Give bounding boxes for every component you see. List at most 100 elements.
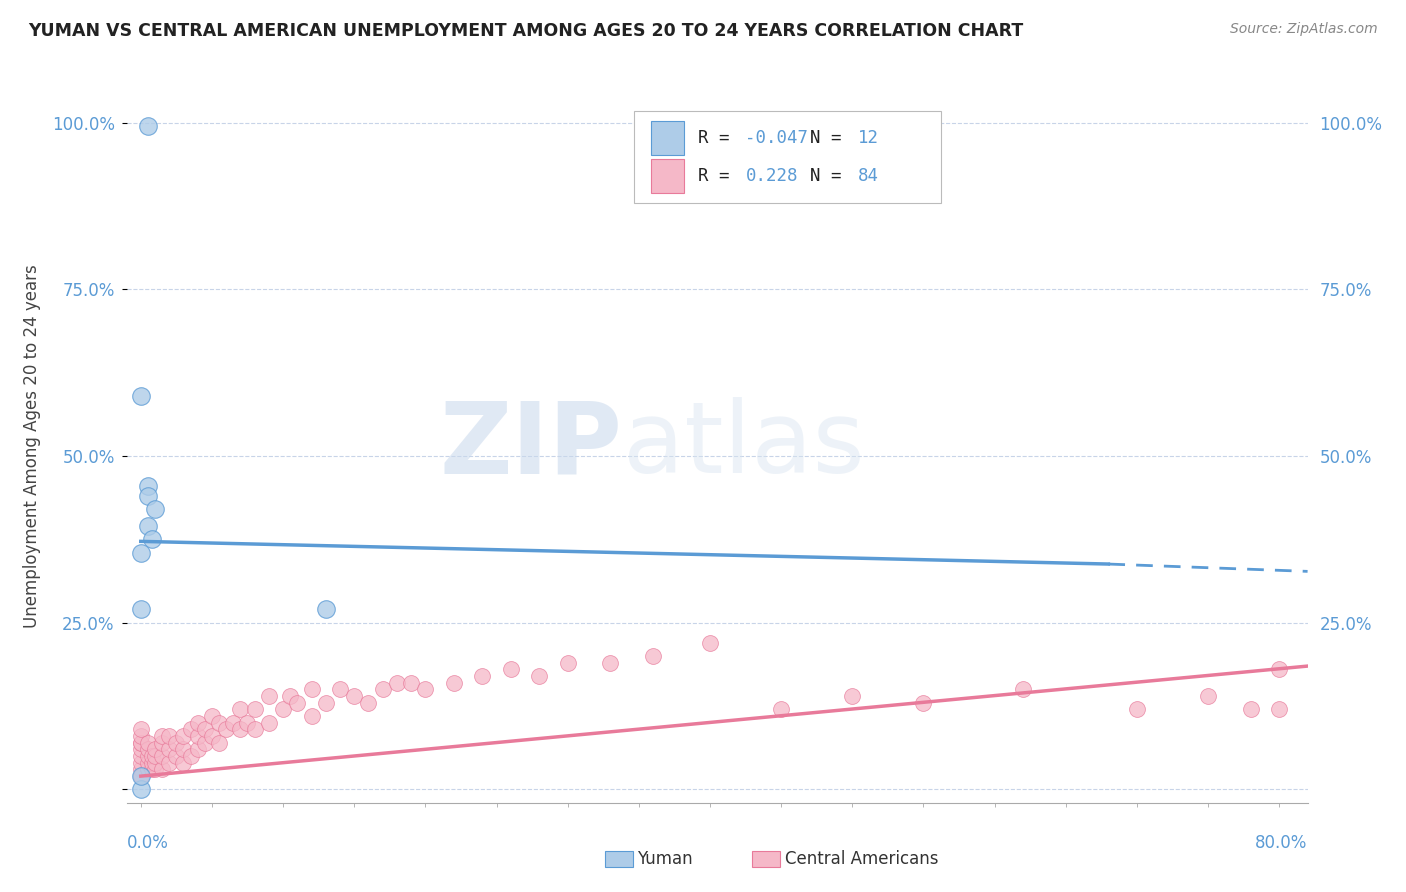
Point	[443, 675, 465, 690]
Point	[136, 742, 159, 756]
Point	[136, 119, 159, 133]
FancyBboxPatch shape	[634, 111, 942, 203]
Text: ZIP: ZIP	[440, 398, 623, 494]
Point	[285, 696, 308, 710]
Point	[129, 723, 152, 737]
Point	[150, 729, 173, 743]
Point	[172, 729, 194, 743]
Point	[278, 689, 301, 703]
Text: 80.0%: 80.0%	[1256, 834, 1308, 852]
Point	[841, 689, 863, 703]
Point	[215, 723, 238, 737]
Point	[599, 656, 621, 670]
Text: Source: ZipAtlas.com: Source: ZipAtlas.com	[1230, 22, 1378, 37]
Point	[187, 715, 209, 730]
Point	[315, 696, 337, 710]
Point	[136, 479, 159, 493]
Point	[1126, 702, 1149, 716]
Point	[343, 689, 366, 703]
Point	[1268, 702, 1291, 716]
Point	[172, 742, 194, 756]
Point	[912, 696, 935, 710]
Point	[229, 702, 252, 716]
Point	[187, 742, 209, 756]
Point	[371, 682, 394, 697]
Point	[129, 729, 152, 743]
Text: atlas: atlas	[623, 398, 865, 494]
Point	[243, 702, 266, 716]
Point	[136, 489, 159, 503]
Point	[315, 602, 337, 616]
Text: 0.0%: 0.0%	[127, 834, 169, 852]
Point	[143, 749, 166, 764]
Point	[399, 675, 422, 690]
Text: N =: N =	[810, 168, 852, 186]
Point	[136, 736, 159, 750]
Point	[557, 656, 579, 670]
Point	[301, 682, 323, 697]
Text: -0.047: -0.047	[745, 128, 808, 146]
Point	[236, 715, 259, 730]
Point	[257, 715, 280, 730]
Point	[329, 682, 352, 697]
Point	[136, 756, 159, 770]
Text: Yuman: Yuman	[637, 850, 693, 868]
Point	[129, 736, 152, 750]
Point	[208, 715, 231, 730]
Point	[143, 756, 166, 770]
Point	[136, 519, 159, 533]
Point	[141, 533, 163, 547]
Point	[415, 682, 437, 697]
Text: 0.228: 0.228	[745, 168, 797, 186]
Point	[143, 742, 166, 756]
Point	[229, 723, 252, 737]
Point	[257, 689, 280, 703]
Point	[129, 769, 152, 783]
Point	[150, 749, 173, 764]
Point	[222, 715, 245, 730]
Point	[527, 669, 550, 683]
Point	[157, 756, 180, 770]
Point	[141, 749, 163, 764]
Point	[150, 763, 173, 777]
Text: N =: N =	[810, 128, 852, 146]
Point	[243, 723, 266, 737]
Point	[301, 709, 323, 723]
Point	[208, 736, 231, 750]
Point	[129, 742, 152, 756]
Point	[129, 782, 152, 797]
Text: Central Americans: Central Americans	[785, 850, 938, 868]
Point	[143, 502, 166, 516]
Point	[143, 763, 166, 777]
Point	[172, 756, 194, 770]
Point	[129, 389, 152, 403]
Point	[699, 636, 721, 650]
Point	[129, 546, 152, 560]
Point	[136, 763, 159, 777]
Point	[129, 749, 152, 764]
Bar	[651, 120, 683, 155]
Point	[271, 702, 294, 716]
Point	[150, 736, 173, 750]
Point	[129, 769, 152, 783]
Text: R =: R =	[699, 128, 740, 146]
Point	[187, 729, 209, 743]
Point	[201, 709, 224, 723]
Bar	[651, 159, 683, 194]
Point	[157, 742, 180, 756]
Point	[129, 736, 152, 750]
Point	[180, 723, 202, 737]
Point	[194, 736, 217, 750]
Point	[194, 723, 217, 737]
Point	[165, 736, 187, 750]
Point	[471, 669, 494, 683]
Point	[129, 756, 152, 770]
Point	[641, 649, 664, 664]
Point	[201, 729, 224, 743]
Point	[180, 749, 202, 764]
Point	[1012, 682, 1035, 697]
Point	[770, 702, 793, 716]
Text: R =: R =	[699, 168, 740, 186]
Point	[165, 749, 187, 764]
Point	[1197, 689, 1219, 703]
